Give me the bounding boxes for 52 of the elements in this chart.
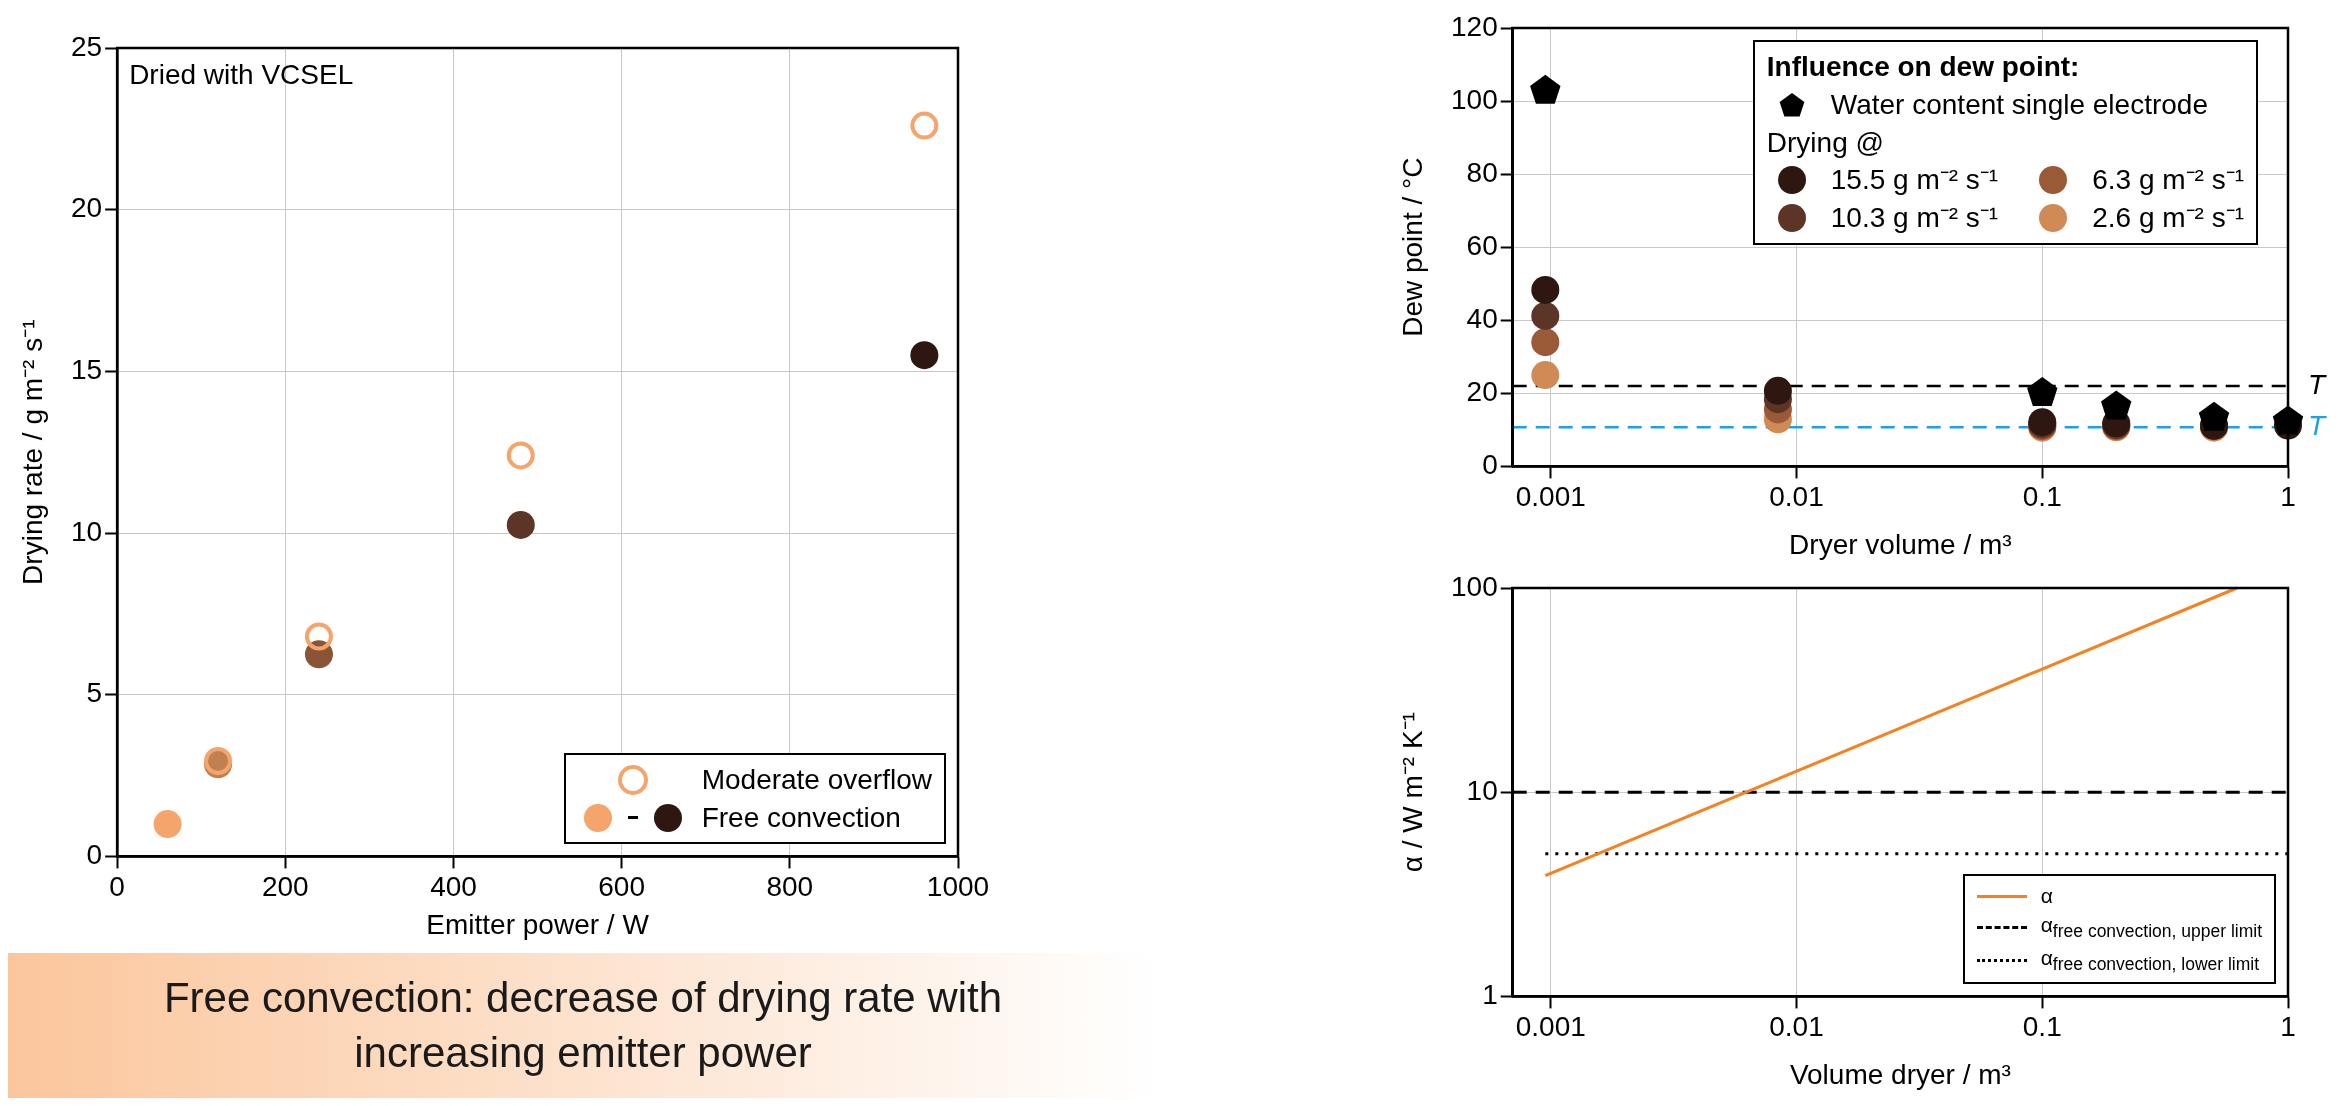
legend-label: α [2040, 883, 2053, 910]
x-tick-label: 0 [109, 870, 125, 902]
legend-label: 2.6 g m⁻² s⁻¹ [2092, 201, 2244, 236]
y-tick-label: 25 [70, 30, 103, 62]
y-tick-label: 10 [1466, 774, 1498, 806]
y-tick-label: 100 [1451, 570, 1498, 602]
y-tick-label: 100 [1451, 83, 1498, 115]
legend-label: Free convection [701, 800, 901, 835]
y-tick-label: 80 [1466, 156, 1498, 188]
x-tick-label: 0.01 [1769, 1010, 1824, 1042]
legend-label: Moderate overflow [701, 762, 932, 797]
x-tick-label: 1 [2280, 1010, 2296, 1042]
x-tick-label: 0.001 [1515, 1010, 1586, 1042]
legend-label: 6.3 g m⁻² s⁻¹ [2092, 163, 2244, 198]
y-tick-label: 60 [1466, 229, 1498, 261]
y-axis-title: Drying rate / g m⁻² s⁻¹ [16, 319, 48, 585]
legend-label: 10.3 g m⁻² s⁻¹ [1830, 201, 1999, 236]
ref-line-label: T [2308, 410, 2327, 442]
x-tick-label: 800 [766, 870, 814, 902]
legend-label: 15.5 g m⁻² s⁻¹ [1830, 163, 1999, 198]
x-axis-title: Emitter power / W [426, 908, 650, 940]
y-tick-label: 120 [1451, 10, 1498, 42]
x-tick-label: 0.1 [2022, 1010, 2062, 1042]
x-tick-label: 1000 [926, 870, 990, 902]
legend-label: α$_{free convection, upper limit}$ [2040, 911, 2262, 943]
annotation: Drying @ [1766, 125, 1885, 160]
x-tick-label: 0.01 [1769, 480, 1824, 512]
text: Free convection: decrease of drying rate with increasing emitter power [162, 972, 1004, 1078]
legend-title: Influence on dew point: [1766, 50, 2081, 84]
x-tick-label: 200 [261, 870, 309, 902]
x-tick-label: 0.1 [2022, 480, 2062, 512]
x-axis-title: Volume dryer / m³ [1789, 1058, 2011, 1090]
y-tick-label: 15 [70, 354, 103, 386]
y-tick-label: 10 [70, 515, 103, 547]
legend-label: α$_{free convection, lower limit}$ [2040, 944, 2260, 976]
y-tick-label: 1 [1482, 979, 1498, 1011]
y-axis-title: Dew point / °C [1396, 157, 1428, 337]
x-axis-title: Dryer volume / m³ [1789, 528, 2012, 560]
ref-line-label: T [2308, 368, 2327, 400]
y-axis-title: α / W m⁻² K⁻¹ [1396, 712, 1428, 873]
y-tick-label: 5 [86, 677, 103, 709]
y-tick-label: 0 [1482, 449, 1498, 481]
annotation: Dried with VCSEL [129, 58, 354, 90]
y-tick-label: 20 [1466, 376, 1498, 408]
x-tick-label: 0.001 [1515, 480, 1586, 512]
x-tick-label: 600 [598, 870, 646, 902]
y-tick-label: 0 [86, 839, 103, 871]
y-tick-label: 20 [70, 192, 103, 224]
x-tick-label: 400 [430, 870, 477, 902]
x-tick-label: 1 [2280, 480, 2296, 512]
y-tick-label: 40 [1466, 302, 1498, 334]
legend-label: Water content single electrode [1830, 87, 2208, 122]
